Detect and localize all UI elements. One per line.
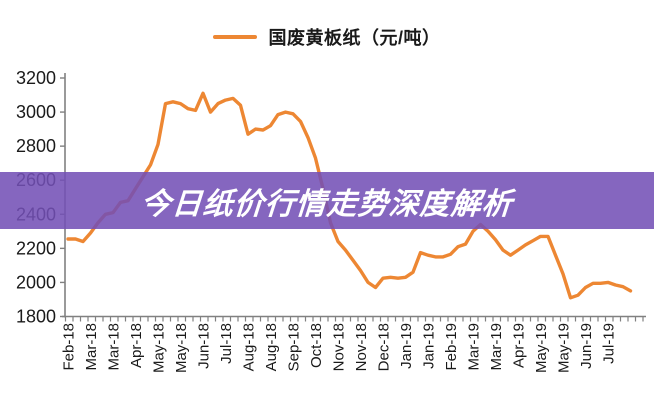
x-tick-label: Oct-18 [308,323,325,368]
x-tick-label: Feb-19 [443,323,460,371]
y-tick-label: 2800 [16,136,56,156]
x-tick-label: Apr-18 [128,323,145,368]
x-axis-labels: Feb-18 Mar-18 Mar-18 Apr-18 May-18 May-18 Jun-… [61,323,618,373]
x-tick-label: Nov-18 [353,323,370,371]
y-tick-label: 2200 [16,238,56,258]
x-axis-ticks [64,316,644,322]
banner-title: 今日纸价行情走势深度解析 [139,187,514,221]
x-tick-label: Mar-19 [488,323,505,371]
x-tick-label: Mar-18 [106,323,123,371]
x-tick-label: Jul-18 [218,323,235,364]
x-tick-label: May-18 [151,323,168,373]
y-tick-label: 3200 [16,68,56,88]
x-tick-label: Jan-19 [398,323,415,369]
headline-banner: 今日纸价行情走势深度解析 [0,172,654,229]
x-tick-label: Feb-18 [61,323,78,371]
y-tick-label: 2000 [16,272,56,292]
x-tick-label: Nov-18 [331,323,348,371]
x-tick-label: Mar-19 [466,323,483,371]
legend-label: 国废黄板纸（元/吨） [268,28,441,48]
x-tick-label: May-19 [556,323,573,373]
x-tick-label: Jun-19 [578,323,595,369]
x-tick-label: Jul-19 [601,323,618,364]
x-tick-label: May-18 [173,323,190,373]
x-tick-label: Jun-18 [196,323,213,369]
y-tick-label: 3000 [16,102,56,122]
x-tick-label: May-19 [533,323,550,373]
x-tick-label: Apr-19 [511,323,528,368]
price-series-line [66,91,633,300]
y-tick-label: 1800 [16,307,56,327]
legend: 国废黄板纸（元/吨） [0,24,654,50]
x-tick-label: Mar-18 [83,323,100,371]
x-tick-label: Aug-18 [263,323,280,371]
x-tick-label: Aug-18 [241,323,258,371]
x-tick-label: Sep-18 [286,323,303,371]
x-tick-label: Jan-19 [421,323,438,369]
legend-line-swatch [213,35,258,39]
x-tick-label: Dec-18 [376,323,393,371]
